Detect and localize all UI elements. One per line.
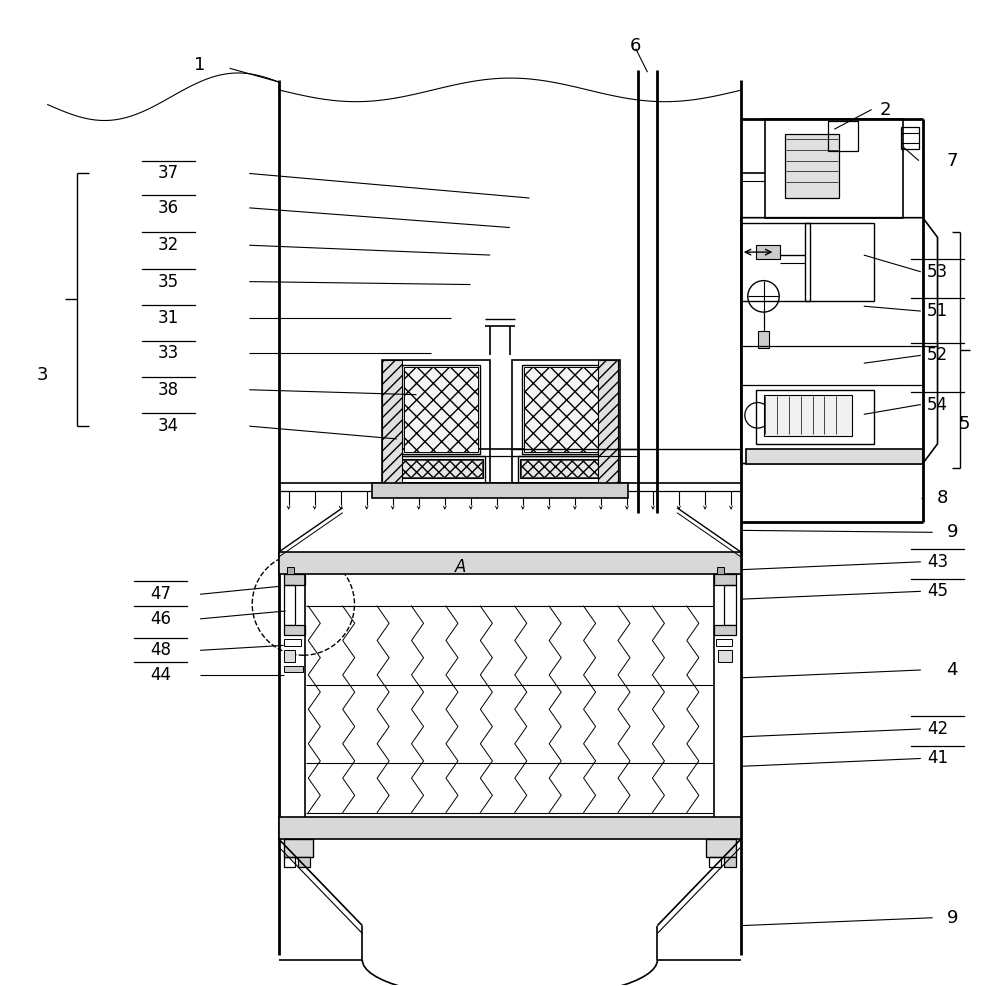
Bar xyxy=(785,134,839,198)
Bar xyxy=(741,223,810,302)
Text: 54: 54 xyxy=(927,395,948,413)
Text: 47: 47 xyxy=(150,586,171,603)
Bar xyxy=(284,639,301,647)
Bar xyxy=(284,857,295,867)
Bar xyxy=(756,389,874,444)
Bar xyxy=(372,483,628,498)
Bar xyxy=(714,574,736,586)
Bar xyxy=(746,449,923,463)
Text: 32: 32 xyxy=(158,237,179,254)
Bar xyxy=(758,330,769,348)
Bar xyxy=(284,667,303,671)
Text: 31: 31 xyxy=(158,309,179,327)
Bar xyxy=(716,639,732,647)
Bar xyxy=(284,651,295,663)
Text: 42: 42 xyxy=(927,720,948,738)
Bar xyxy=(287,567,294,574)
Text: 51: 51 xyxy=(927,302,948,320)
Text: 6: 6 xyxy=(630,36,641,54)
Text: 33: 33 xyxy=(158,344,179,363)
Bar xyxy=(805,223,874,302)
Text: 9: 9 xyxy=(947,524,958,541)
Text: 34: 34 xyxy=(158,417,179,435)
Text: 2: 2 xyxy=(880,101,891,118)
Text: 7: 7 xyxy=(947,152,958,170)
Bar xyxy=(382,360,402,483)
Bar xyxy=(724,586,736,625)
Bar xyxy=(765,119,903,218)
Text: 36: 36 xyxy=(158,199,179,217)
Bar xyxy=(512,360,620,483)
Bar xyxy=(518,456,606,483)
Text: 35: 35 xyxy=(158,272,179,291)
Bar xyxy=(279,817,741,839)
Text: 43: 43 xyxy=(927,553,948,571)
Bar xyxy=(404,367,478,452)
Text: 8: 8 xyxy=(937,489,948,507)
Bar xyxy=(756,246,780,259)
Text: 4: 4 xyxy=(947,661,958,679)
Bar xyxy=(399,458,483,478)
Text: 48: 48 xyxy=(150,641,171,660)
Text: 38: 38 xyxy=(158,381,179,398)
Bar xyxy=(402,365,480,454)
Text: 45: 45 xyxy=(927,583,948,600)
Bar xyxy=(382,360,490,483)
Text: 5: 5 xyxy=(958,415,970,433)
Bar xyxy=(284,839,313,857)
Bar xyxy=(521,459,603,477)
Bar xyxy=(706,839,736,857)
Bar xyxy=(764,394,852,436)
Text: 3: 3 xyxy=(37,366,49,384)
Text: 53: 53 xyxy=(927,263,948,281)
Bar xyxy=(598,360,618,483)
Bar xyxy=(717,567,724,574)
Text: 37: 37 xyxy=(158,165,179,182)
Bar xyxy=(397,456,485,483)
Bar xyxy=(520,458,604,478)
Bar xyxy=(828,121,858,151)
Text: 44: 44 xyxy=(150,666,171,684)
Bar xyxy=(714,625,736,635)
Bar xyxy=(709,857,721,867)
Bar xyxy=(279,552,741,574)
Text: 1: 1 xyxy=(194,56,206,74)
Bar xyxy=(298,857,310,867)
Bar xyxy=(284,586,295,625)
Bar xyxy=(724,857,736,867)
Bar xyxy=(718,651,732,663)
Text: 9: 9 xyxy=(947,909,958,927)
Bar xyxy=(901,127,919,149)
Bar xyxy=(524,367,598,452)
Bar xyxy=(522,365,600,454)
Text: A: A xyxy=(455,558,466,576)
Bar xyxy=(284,574,305,586)
Bar xyxy=(400,459,482,477)
Text: 52: 52 xyxy=(927,346,948,365)
Text: 46: 46 xyxy=(150,610,171,628)
Bar xyxy=(284,625,305,635)
Text: 41: 41 xyxy=(927,749,948,767)
